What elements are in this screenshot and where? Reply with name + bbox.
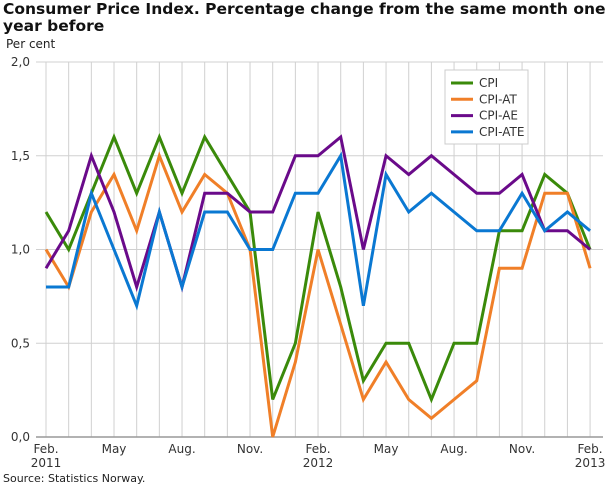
source-note: Source: Statistics Norway. xyxy=(3,472,146,485)
x-tick-year: 2012 xyxy=(303,456,334,470)
chart-title: Consumer Price Index. Percentage change … xyxy=(3,0,606,35)
x-tick-label: Nov. xyxy=(509,442,535,456)
y-tick-label: 1,5 xyxy=(11,149,30,163)
y-tick-label: 0,0 xyxy=(11,430,30,444)
x-tick-year: 2011 xyxy=(31,456,62,470)
legend-label: CPI-AT xyxy=(479,92,517,106)
x-tick-year: 2013 xyxy=(575,456,606,470)
legend-label: CPI-AE xyxy=(479,109,518,123)
x-tick-label: May xyxy=(374,442,399,456)
series-line-cpi-ae xyxy=(44,134,592,293)
series-line-cpi-at xyxy=(44,151,592,438)
x-tick-label: Aug. xyxy=(440,442,467,456)
legend-label: CPI-ATE xyxy=(479,125,524,139)
y-tick-label: 0,5 xyxy=(11,336,30,350)
x-tick-label: Feb. xyxy=(33,442,58,456)
x-tick-label: May xyxy=(102,442,127,456)
y-tick-label: 2,0 xyxy=(11,55,30,69)
y-axis-label: Per cent xyxy=(6,37,56,51)
legend-label: CPI xyxy=(479,76,498,90)
x-tick-label: Feb. xyxy=(578,442,603,456)
x-tick-label: Aug. xyxy=(168,442,195,456)
x-tick-label: Nov. xyxy=(237,442,263,456)
series-line-cpi-ate xyxy=(46,151,592,311)
x-tick-label: Feb. xyxy=(306,442,331,456)
y-tick-label: 1,0 xyxy=(11,243,30,257)
